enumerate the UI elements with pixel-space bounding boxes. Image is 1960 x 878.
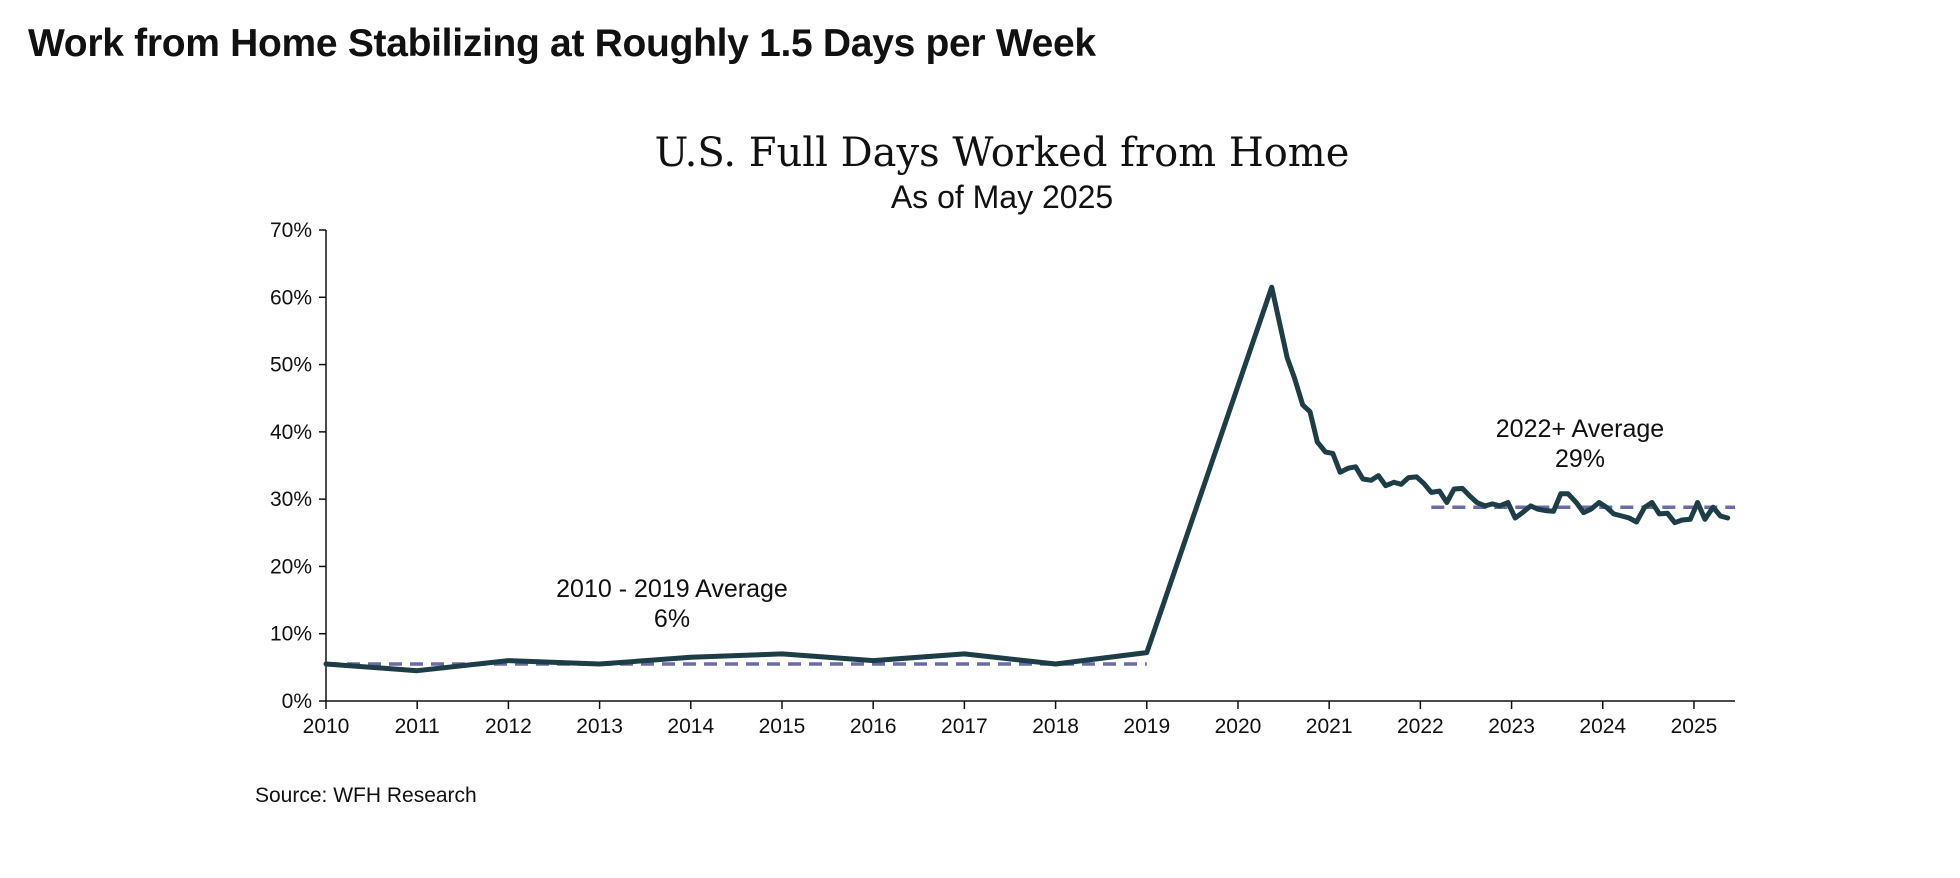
x-tick-label: 2025: [1671, 715, 1718, 738]
x-tick-label: 2017: [941, 715, 988, 738]
y-tick-label: 30%: [270, 488, 312, 511]
axes: [325, 230, 1735, 702]
x-tick-label: 2013: [576, 715, 623, 738]
chart-title: U.S. Full Days Worked from Home: [655, 130, 1350, 176]
y-tick-label: 60%: [270, 286, 312, 309]
y-axis-ticks: 0% 10% 20% 30% 40% 50% 60% 70%: [270, 219, 326, 713]
x-tick-label: 2022: [1397, 715, 1444, 738]
average-lines: [326, 505, 1735, 666]
headline: Work from Home Stabilizing at Roughly 1.…: [28, 22, 1096, 65]
x-tick-label: 2016: [850, 715, 897, 738]
average-label-0: 2010 - 2019 Average: [556, 575, 788, 603]
x-tick-label: 2021: [1306, 715, 1353, 738]
x-tick-label: 2023: [1488, 715, 1535, 738]
x-tick-label: 2010: [303, 715, 350, 738]
y-tick-label: 40%: [270, 421, 312, 444]
average-value-1: 29%: [1555, 445, 1605, 473]
y-tick-label: 70%: [270, 219, 312, 242]
source-note: Source: WFH Research: [255, 784, 477, 807]
x-tick-label: 2011: [395, 715, 440, 738]
y-tick-label: 0%: [282, 690, 312, 713]
y-tick-label: 50%: [270, 354, 312, 377]
average-label-1: 2022+ Average: [1496, 415, 1664, 443]
x-tick-label: 2015: [759, 715, 806, 738]
x-tick-label: 2020: [1215, 715, 1262, 738]
x-axis-ticks: 2010 2011 2012 2013 2014 2015 2016 2017 2018 2019…: [303, 701, 1718, 738]
x-tick-label: 2018: [1032, 715, 1079, 738]
y-tick-label: 20%: [270, 555, 312, 578]
y-tick-label: 10%: [270, 623, 312, 646]
x-tick-label: 2014: [667, 715, 714, 738]
chart-subtitle: As of May 2025: [891, 179, 1113, 215]
series-group: [323, 284, 1731, 674]
x-tick-label: 2024: [1579, 715, 1626, 738]
x-tick-label: 2012: [485, 715, 532, 738]
series-line: [323, 284, 1731, 674]
x-tick-label: 2019: [1123, 715, 1170, 738]
average-value-0: 6%: [654, 605, 690, 633]
